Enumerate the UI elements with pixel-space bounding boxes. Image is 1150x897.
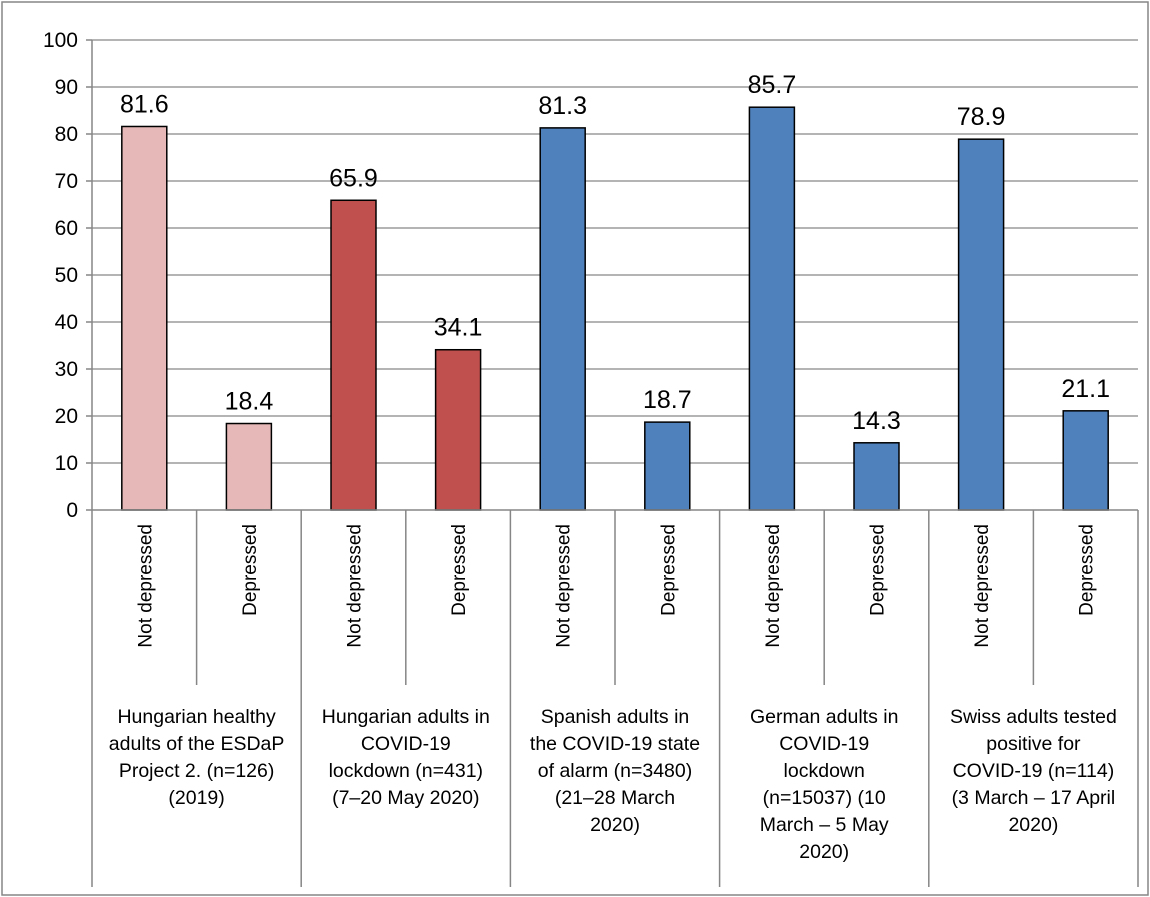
group-label-line: lockdown [784,760,865,782]
y-tick-label: 40 [55,311,78,334]
bar [434,348,482,511]
category-label: Not depressed [135,524,156,648]
data-label: 81.3 [538,92,587,120]
y-tick-label: 100 [43,29,78,52]
data-label: 65.9 [329,164,378,192]
bar [121,125,168,511]
bar [539,127,586,511]
data-labels: 81.6 18.4 65.9 34.1 81.3 18.7 85.7 14.3 78.9 21.1 [120,71,1110,435]
group-label-line: (n=15037) (10 [763,787,886,809]
group-label-line: 2020) [799,841,849,863]
group-label-line: 2020) [590,814,640,836]
group-label-line: Hungarian healthy [117,706,276,728]
y-axis-ticks: 0 10 20 30 40 50 60 70 80 90 100 [43,29,92,522]
group-label-line: German adults in [750,706,899,728]
data-label: 78.9 [957,103,1006,131]
bar [957,138,1005,511]
group-label-line: (7–20 May 2020) [332,787,479,809]
bar [853,442,900,511]
group-label-line: adults of the ESDaP [109,733,285,755]
group-label-line: Swiss adults tested [950,706,1117,728]
y-tick-label: 80 [55,123,78,146]
category-label: Depressed [240,524,261,616]
group-label-line: Hungarian adults in [322,706,490,728]
group-label-line: positive for [986,733,1081,755]
group-label-line: COVID-19 (n=114) [953,760,1115,782]
bar [1062,410,1109,511]
group-label-line: March – 5 May [760,814,889,836]
y-tick-label: 30 [55,358,78,381]
group-label-line: of alarm (n=3480) [538,760,692,782]
data-label: 18.7 [643,386,692,414]
group-label-line: (2019) [168,787,224,809]
category-label: Depressed [658,524,679,616]
group-label-line: COVID-19 [361,733,451,755]
data-label: 18.4 [225,388,274,416]
bar [330,199,377,511]
data-label: 14.3 [852,407,901,435]
bars [121,106,1109,511]
group-label-line: (21–28 March [555,787,675,809]
bar [748,106,796,511]
category-label: Not depressed [345,524,366,648]
data-label: 21.1 [1061,375,1110,403]
data-label: 34.1 [434,314,483,342]
category-label: Not depressed [554,524,575,648]
bar [225,422,273,511]
y-tick-label: 20 [55,405,78,428]
y-tick-label: 10 [55,452,78,475]
y-tick-label: 90 [55,76,78,99]
y-tick-label: 60 [55,217,78,240]
group-label-line: Spanish adults in [541,706,690,728]
y-tick-label: 0 [66,499,78,522]
category-label: Depressed [1077,524,1098,616]
category-label: Depressed [868,524,889,616]
data-label: 85.7 [748,71,797,99]
group-label-line: 2020) [1008,814,1058,836]
y-tick-label: 50 [55,264,78,287]
group-label-line: lockdown (n=431) [329,760,483,782]
x-axis: Not depressed Depressed Not depressed Depre… [91,40,1139,887]
category-label: Depressed [449,524,470,616]
data-label: 81.6 [120,90,169,118]
group-label-line: Project 2. (n=126) [119,760,275,782]
category-label: Not depressed [763,524,784,648]
group-label-line: (3 March – 17 April [952,787,1116,809]
bar [644,421,691,511]
group-label-line: the COVID-19 state [530,733,700,755]
group-label-line: COVID-19 [779,733,869,755]
category-label: Not depressed [972,524,993,648]
y-tick-label: 70 [55,170,78,193]
